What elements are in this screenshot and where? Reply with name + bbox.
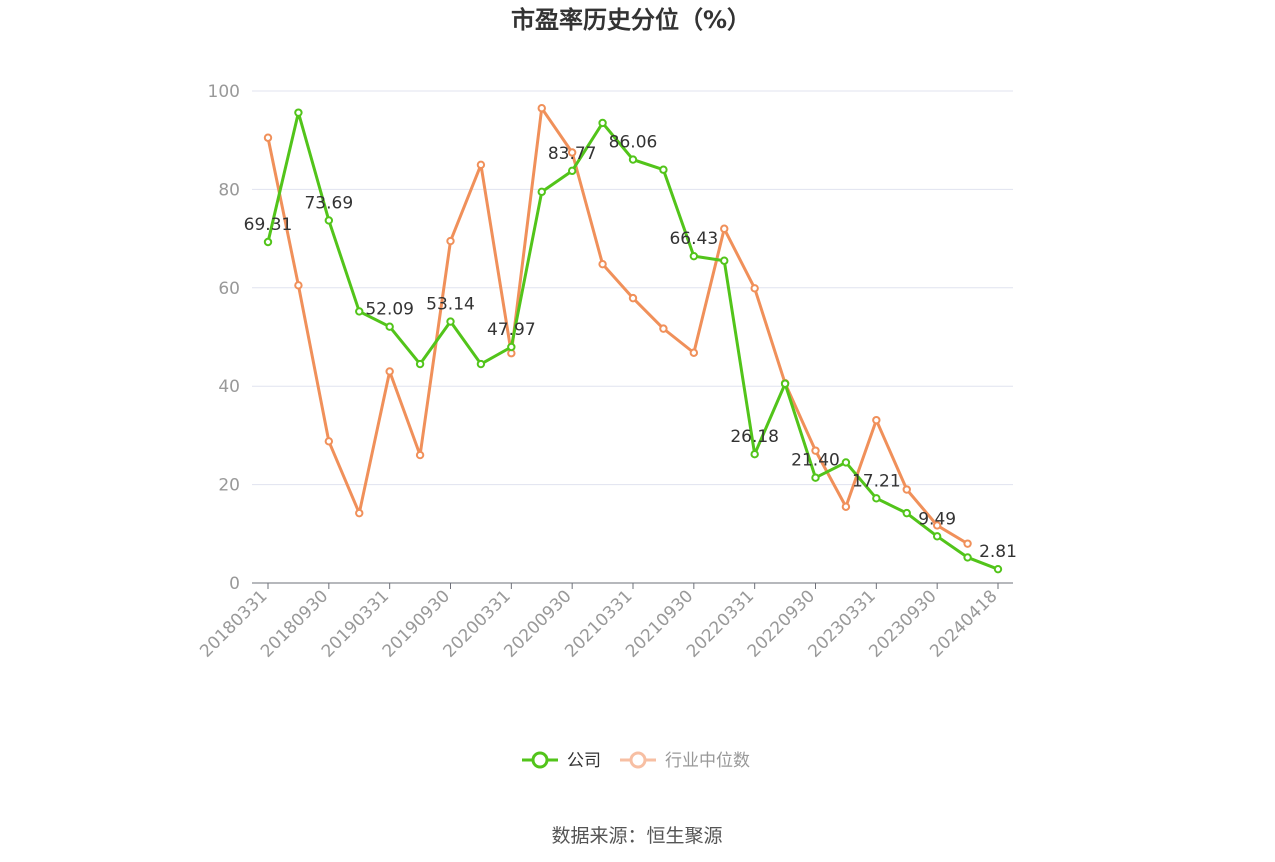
- data-label: 21.40: [791, 451, 840, 471]
- data-label: 2.81: [979, 542, 1017, 562]
- data-point[interactable]: [902, 508, 911, 518]
- data-point[interactable]: [324, 216, 334, 225]
- data-label: 17.21: [852, 471, 901, 491]
- legend-marker: [531, 751, 549, 769]
- data-labels: 69.31 73.69 52.09 53.14 47.97 83.77 86.06 66.43…: [244, 133, 1017, 563]
- data-point[interactable]: [263, 237, 273, 247]
- data-point[interactable]: [415, 450, 425, 460]
- data-point[interactable]: [750, 284, 759, 293]
- data-point[interactable]: [689, 251, 699, 261]
- y-tick-label: 40: [218, 377, 240, 397]
- data-point[interactable]: [993, 564, 1003, 574]
- x-axis: 2018033120180930201903312019093020200331…: [196, 582, 1013, 662]
- data-point[interactable]: [841, 502, 851, 511]
- data-label: 83.77: [548, 144, 597, 164]
- data-point[interactable]: [750, 449, 759, 459]
- data-label: 9.49: [918, 509, 956, 529]
- data-point[interactable]: [720, 256, 729, 265]
- data-label: 73.69: [304, 193, 353, 213]
- data-point[interactable]: [689, 348, 699, 357]
- data-point[interactable]: [720, 224, 729, 233]
- data-point[interactable]: [598, 118, 607, 128]
- series-line: [266, 106, 969, 545]
- legend-label: 行业中位数: [665, 751, 750, 771]
- data-point[interactable]: [932, 521, 942, 530]
- data-point[interactable]: [963, 553, 972, 562]
- y-axis: 0 20 40 60 80 100: [208, 82, 240, 594]
- legend-label: 公司: [567, 751, 601, 771]
- data-point[interactable]: [324, 437, 334, 446]
- y-tick-label: 0: [229, 574, 240, 594]
- y-tick-label: 60: [218, 279, 240, 299]
- chart-title: 市盈率历史分位（%）: [511, 6, 751, 34]
- data-point[interactable]: [567, 166, 577, 176]
- data-point[interactable]: [932, 532, 942, 541]
- data-label: 52.09: [365, 300, 414, 320]
- data-point[interactable]: [567, 148, 577, 157]
- legend[interactable]: 公司 行业中位数: [522, 751, 750, 771]
- data-label: 69.31: [244, 215, 293, 235]
- legend-marker: [629, 751, 647, 769]
- data-point[interactable]: [659, 324, 668, 333]
- data-point[interactable]: [476, 359, 486, 369]
- data-point[interactable]: [598, 259, 607, 269]
- series-line: [266, 111, 999, 571]
- data-point[interactable]: [537, 104, 546, 113]
- data-point[interactable]: [780, 379, 790, 388]
- data-point[interactable]: [446, 317, 455, 326]
- data-point[interactable]: [902, 485, 911, 494]
- data-point[interactable]: [841, 458, 851, 467]
- data-point[interactable]: [294, 281, 303, 290]
- data-point[interactable]: [507, 342, 516, 352]
- data-point[interactable]: [659, 165, 668, 174]
- y-tick-label: 100: [208, 82, 240, 102]
- data-point[interactable]: [811, 446, 820, 455]
- data-label: 66.43: [669, 229, 718, 249]
- grid-lines: [252, 90, 1013, 486]
- data-label: 86.06: [609, 133, 658, 153]
- data-point[interactable]: [446, 236, 455, 246]
- data-point[interactable]: [355, 307, 364, 316]
- data-point[interactable]: [872, 415, 881, 425]
- data-point[interactable]: [872, 494, 881, 503]
- series-group: [263, 104, 1003, 574]
- data-label: 53.14: [426, 295, 475, 315]
- y-tick-label: 80: [218, 180, 240, 200]
- data-source: 数据来源：恒生聚源: [551, 825, 722, 847]
- data-point[interactable]: [628, 155, 638, 164]
- y-tick-label: 20: [218, 476, 240, 496]
- data-point[interactable]: [385, 322, 394, 331]
- data-point[interactable]: [294, 108, 303, 117]
- data-point[interactable]: [476, 160, 486, 170]
- data-point[interactable]: [355, 508, 364, 518]
- data-point[interactable]: [263, 133, 273, 142]
- data-point[interactable]: [811, 473, 820, 482]
- data-point[interactable]: [628, 293, 638, 303]
- data-point[interactable]: [385, 367, 394, 376]
- legend-item[interactable]: 公司: [522, 751, 601, 771]
- data-point[interactable]: [415, 359, 425, 369]
- data-label: 26.18: [730, 427, 779, 447]
- legend-item[interactable]: 行业中位数: [620, 751, 750, 771]
- data-point[interactable]: [537, 187, 546, 197]
- data-label: 47.97: [487, 320, 536, 340]
- data-point[interactable]: [963, 539, 972, 548]
